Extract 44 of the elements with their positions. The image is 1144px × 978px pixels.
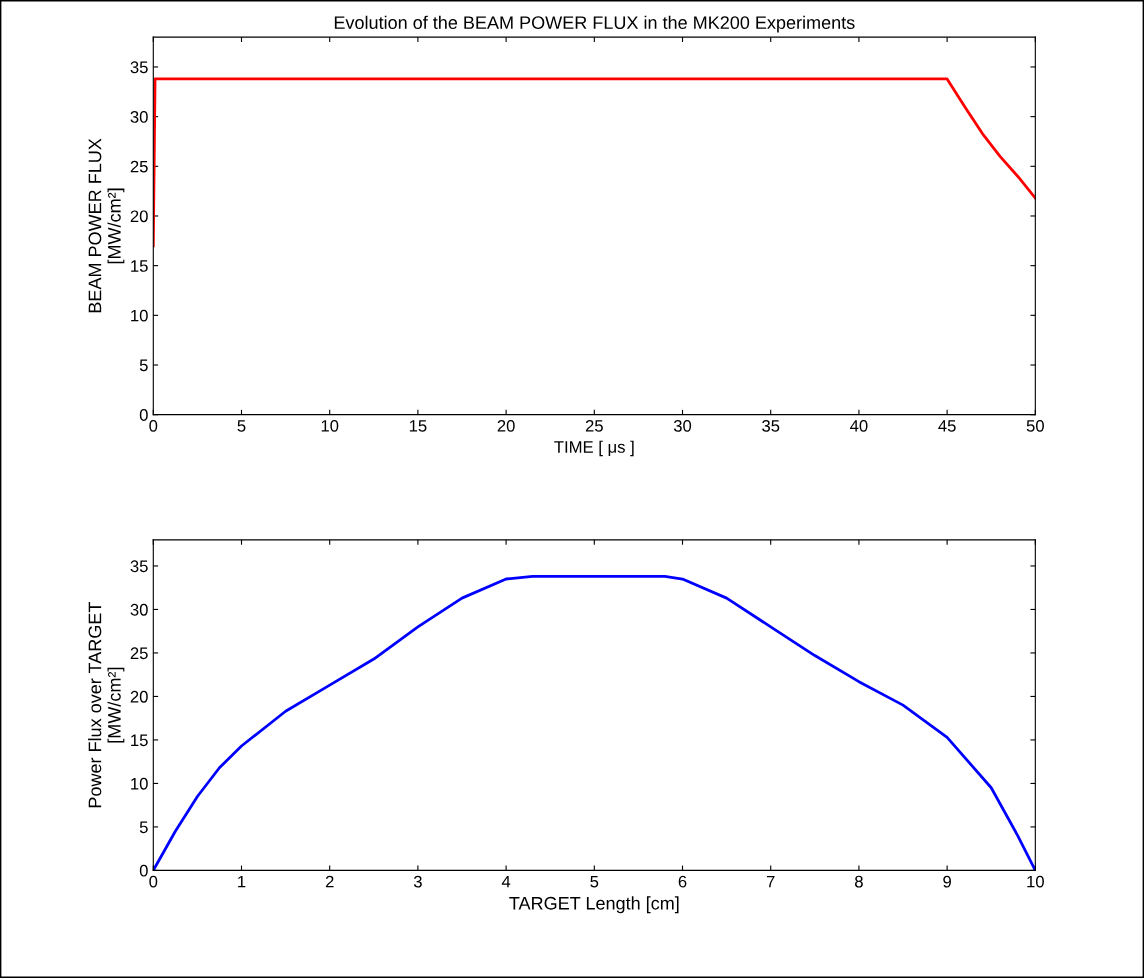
x-tick-label: 1 [238,875,246,888]
x-axis-title: TIME [ μs ] [554,440,634,457]
y-tick-label: 10 [131,309,148,322]
x-tick-label: 2 [325,875,334,888]
y-tick-label: 0 [139,409,148,421]
y-axis-title: Power Flux over TARGET [MW/cm²] [88,602,125,808]
y-tick-label: 25 [130,160,148,173]
x-tick-label: 15 [409,420,427,432]
y-axis-title: BEAM POWER FLUX [MW/cm²] [88,138,125,313]
y-tick-label: 20 [130,690,148,703]
x-tick-label: 4 [501,875,511,888]
y-tick-label: 15 [131,734,148,747]
y-tick-label: 20 [130,210,148,223]
y-tick-label: 30 [130,603,148,616]
x-tick-label: 6 [678,875,687,888]
y-tick-label: 30 [130,111,148,123]
y-tick-label: 5 [139,821,148,834]
y-tick-label: 0 [139,864,148,877]
x-tick-label: 5 [590,875,599,888]
y-tick-label: 35 [130,560,148,573]
x-tick-label: 25 [585,419,603,432]
x-tick-label: 45 [938,420,956,432]
x-tick-label: 8 [855,875,863,888]
chart-title: Evolution of the BEAM POWER FLUX in the MK200 Experiments [334,15,855,33]
x-tick-label: 0 [149,875,158,888]
x-tick-label: 35 [762,419,780,432]
y-tick-label: 35 [130,61,148,74]
x-tick-label: 10 [321,419,339,432]
x-tick-label: 0 [149,419,158,432]
line-series [153,77,1036,248]
y-tick-label: 15 [131,260,148,272]
x-tick-label: 5 [237,420,246,432]
y-tick-label: 25 [130,647,148,660]
x-axis-title: TARGET Length [cm] [509,896,679,914]
x-tick-label: 30 [673,419,692,432]
x-tick-label: 40 [850,419,868,432]
x-tick-label: 10 [1027,875,1044,888]
x-tick-label: 20 [497,419,515,432]
x-tick-label: 7 [766,875,775,888]
y-tick-label: 10 [131,777,148,790]
x-tick-label: 9 [943,875,951,888]
y-tick-label: 5 [139,359,148,372]
x-tick-label: 50 [1026,419,1044,432]
x-tick-label: 3 [413,875,422,888]
